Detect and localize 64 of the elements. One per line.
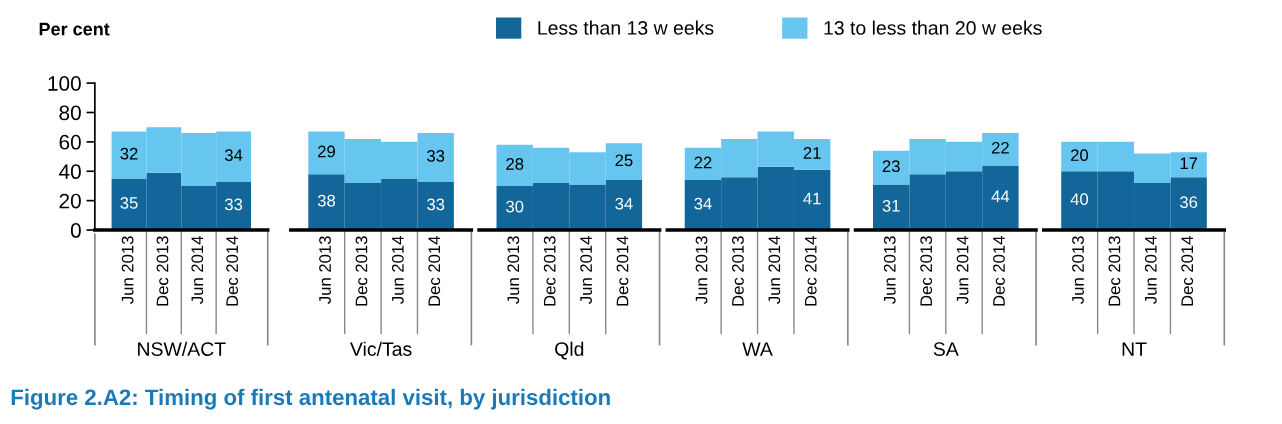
x-tick-label: Jun 2014	[191, 236, 204, 304]
data-label: 40	[1070, 193, 1089, 206]
x-tick-label: Dec 2013	[732, 236, 744, 306]
data-label: 33	[427, 198, 445, 211]
y-tick-label: 20	[59, 193, 81, 209]
x-tick-label: Jun 2014	[1144, 236, 1157, 304]
x-tick-label: Dec 2014	[226, 236, 239, 306]
data-label: 34	[615, 197, 633, 210]
x-tick-label: Jun 2013	[883, 236, 896, 304]
x-tick-label: Dec 2014	[804, 236, 817, 306]
x-axis-title: NT	[1122, 342, 1147, 356]
data-label: 34	[694, 197, 712, 210]
y-tick-label: 0	[70, 223, 81, 238]
data-label: 23	[882, 160, 900, 173]
data-label: 30	[506, 200, 524, 213]
x-tick-label: Dec 2013	[920, 236, 933, 306]
x-tick-label: Jun 2014	[391, 236, 404, 304]
data-label: 28	[506, 158, 524, 170]
data-label: 33	[427, 149, 445, 162]
x-tick-label: Jun 2014	[580, 236, 592, 304]
data-label: 21	[803, 147, 821, 159]
data-label: 34	[224, 149, 243, 162]
data-label: 20	[1071, 149, 1089, 162]
legend-label: Less than 13 w eeks	[538, 20, 714, 35]
y-axis-title: Per cent	[39, 22, 110, 36]
data-label: 17	[1180, 157, 1198, 169]
y-tick-label: 40	[58, 164, 81, 180]
data-label: 25	[615, 154, 633, 167]
data-label: 22	[991, 141, 1009, 154]
x-tick-label: Jun 2013	[121, 236, 134, 304]
data-label: 31	[882, 199, 900, 212]
x-axis-title: Qld	[555, 341, 584, 360]
x-tick-label: Dec 2014	[993, 236, 1005, 306]
x-tick-label: Jun 2013	[1072, 236, 1084, 304]
y-tick-label: 100	[48, 76, 81, 91]
data-label: 44	[991, 190, 1010, 203]
x-tick-label: Dec 2013	[543, 236, 556, 306]
data-label: 22	[694, 156, 712, 169]
x-tick-label: Dec 2014	[1181, 236, 1194, 306]
data-label: 36	[1180, 196, 1198, 209]
data-label: 33	[224, 198, 243, 211]
x-axis-title: Vic/Tas	[350, 341, 412, 356]
y-tick-label: 80	[59, 105, 81, 121]
data-label: 32	[120, 147, 138, 160]
x-tick-label: Jun 2013	[507, 236, 520, 304]
x-tick-label: Dec 2014	[428, 236, 441, 306]
data-label: 41	[803, 192, 821, 205]
x-tick-label: Dec 2013	[156, 236, 169, 306]
x-axis-title: WA	[742, 342, 773, 356]
x-axis-title: SA	[933, 342, 959, 356]
caption: Figure 2.A2: Timing of first antenatal visit, by jurisdiction	[11, 388, 610, 410]
x-tick-label: Jun 2014	[768, 236, 781, 304]
x-axis-title: NSW/ACT	[138, 341, 226, 356]
data-label: 35	[120, 196, 138, 209]
data-label: 29	[318, 145, 335, 158]
legend-label: 13 to less than 20 w eeks	[824, 20, 1042, 35]
x-tick-label: Jun 2013	[695, 236, 708, 304]
x-tick-label: Dec 2013	[1108, 236, 1121, 306]
x-tick-label: Dec 2014	[616, 236, 629, 306]
x-tick-label: Jun 2014	[956, 236, 969, 304]
y-tick-label: 60	[59, 134, 81, 150]
x-tick-label: Jun 2013	[319, 236, 331, 304]
data-label: 38	[317, 194, 336, 207]
x-tick-label: Dec 2013	[355, 236, 368, 306]
